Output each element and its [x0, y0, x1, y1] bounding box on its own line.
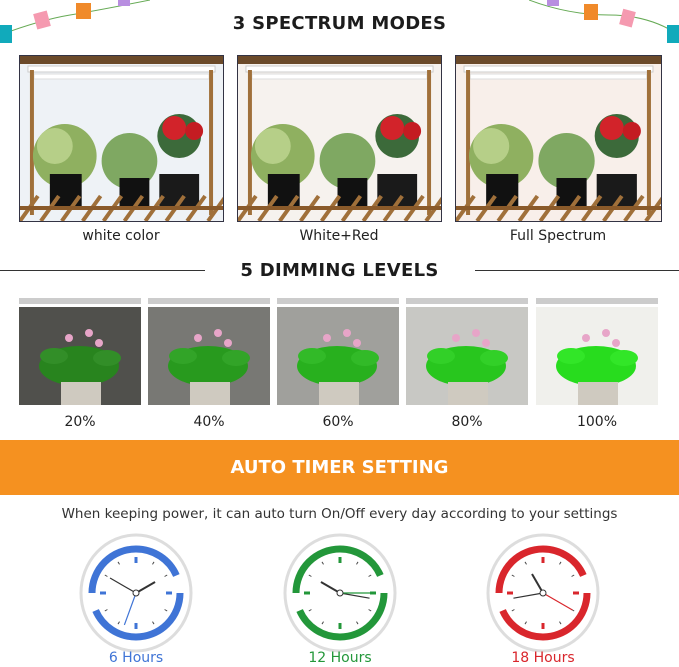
timer-description: When keeping power, it can auto turn On/… — [61, 506, 618, 522]
divider — [475, 270, 679, 271]
gift-garland-icon — [529, 0, 679, 43]
clock-cycle-icon — [79, 533, 193, 653]
clock-cycle-icon — [486, 533, 600, 653]
spectrum-title: 3 SPECTRUM MODES — [232, 13, 447, 34]
spectrum-photo — [19, 55, 224, 222]
divider — [0, 270, 205, 271]
timer-title: AUTO TIMER SETTING — [230, 457, 449, 478]
dimming-photo — [148, 298, 270, 405]
spectrum-photo — [455, 55, 662, 222]
mode-label: white color — [82, 228, 160, 244]
hours-label: 12 Hours — [308, 650, 372, 666]
gift-garland-icon — [0, 0, 150, 43]
level-label: 100% — [576, 414, 618, 430]
level-label: 40% — [193, 414, 225, 430]
dimming-title: 5 DIMMING LEVELS — [240, 260, 439, 281]
dimming-photo — [536, 298, 658, 405]
mode-label: White+Red — [299, 228, 379, 244]
timer-banner: AUTO TIMER SETTING — [0, 440, 679, 495]
dimming-photo — [277, 298, 399, 405]
dimming-photo — [406, 298, 528, 405]
hours-label: 6 Hours — [108, 650, 164, 666]
level-label: 80% — [451, 414, 483, 430]
clock-cycle-icon — [283, 533, 397, 653]
mode-label: Full Spectrum — [509, 228, 607, 244]
hours-label: 18 Hours — [511, 650, 575, 666]
level-label: 60% — [322, 414, 354, 430]
dimming-photo — [19, 298, 141, 405]
spectrum-photo — [237, 55, 442, 222]
level-label: 20% — [64, 414, 96, 430]
